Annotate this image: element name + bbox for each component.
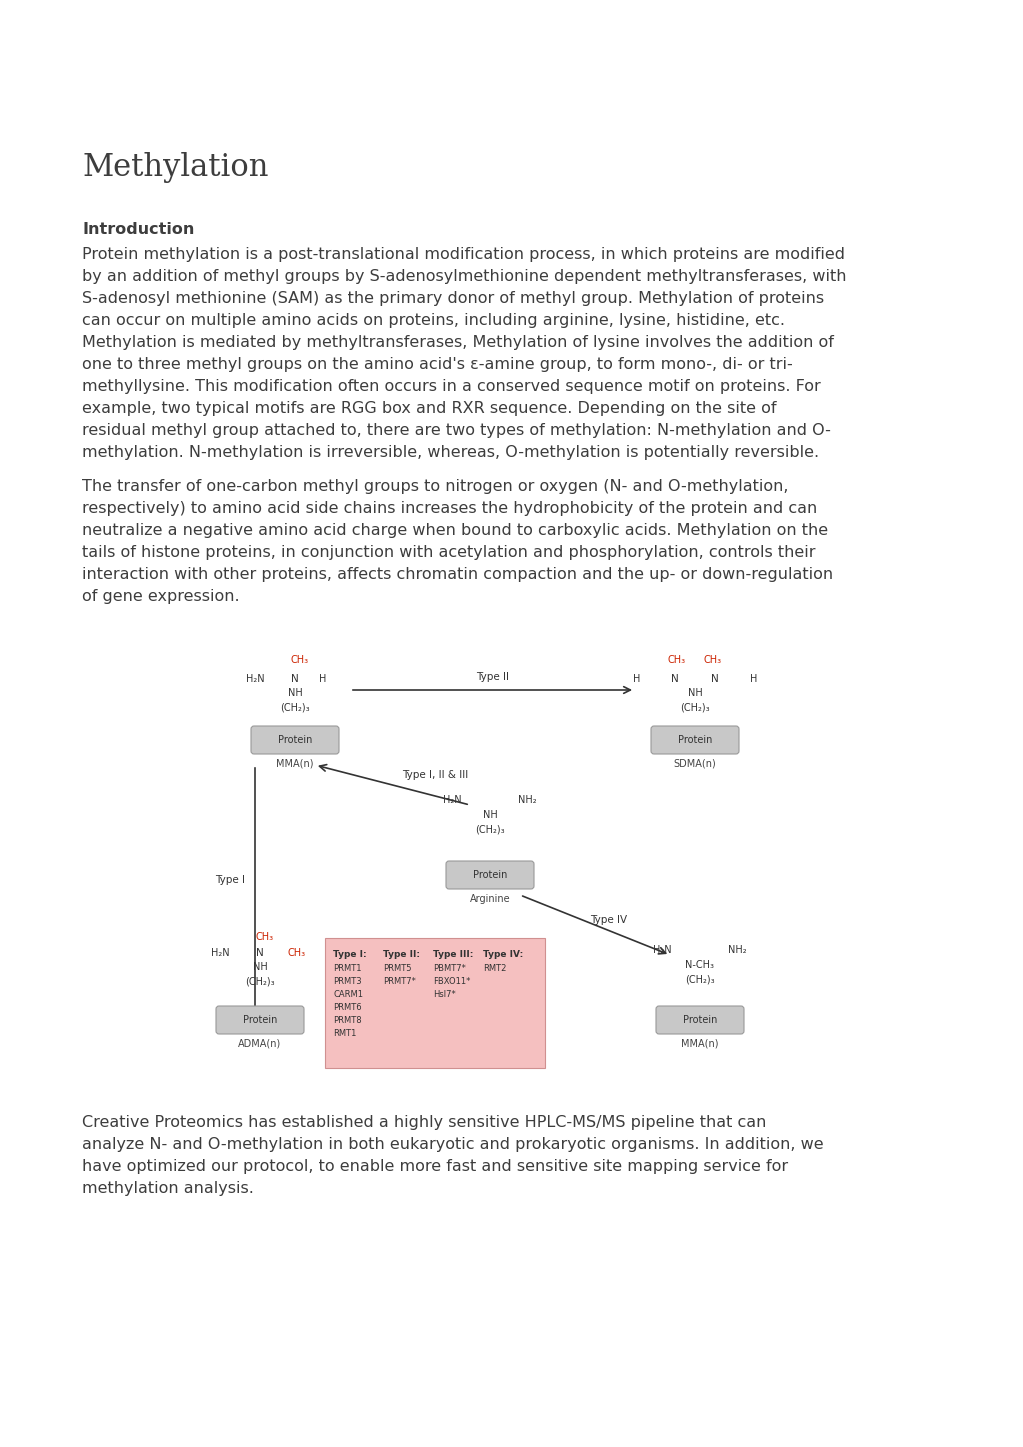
Text: Introduction: Introduction xyxy=(82,221,194,237)
Text: Methylation: Methylation xyxy=(82,152,268,182)
Text: (CH₂)₃: (CH₂)₃ xyxy=(685,975,715,985)
Text: CH₃: CH₃ xyxy=(256,932,274,942)
Text: NH: NH xyxy=(287,687,303,697)
Text: CH₃: CH₃ xyxy=(288,948,306,958)
Text: example, two typical motifs are RGG box and RXR sequence. Depending on the site : example, two typical motifs are RGG box … xyxy=(82,401,776,415)
Text: interaction with other proteins, affects chromatin compaction and the up- or dow: interaction with other proteins, affects… xyxy=(82,567,833,582)
Text: methylation. N-methylation is irreversible, whereas, O-methylation is potentiall: methylation. N-methylation is irreversib… xyxy=(82,446,819,460)
Text: Type I: Type I xyxy=(215,875,244,886)
Text: N: N xyxy=(292,674,299,684)
Text: Protein: Protein xyxy=(678,735,712,745)
Text: (CH₂)₃: (CH₂)₃ xyxy=(476,825,504,835)
Text: H₂N: H₂N xyxy=(443,794,462,805)
Text: neutralize a negative amino acid charge when bound to carboxylic acids. Methylat: neutralize a negative amino acid charge … xyxy=(82,522,829,538)
Text: MMA(n): MMA(n) xyxy=(681,1039,719,1049)
Text: H₂N: H₂N xyxy=(654,945,672,955)
Text: Creative Proteomics has established a highly sensitive HPLC-MS/MS pipeline that : Creative Proteomics has established a hi… xyxy=(82,1116,766,1130)
Text: N: N xyxy=(256,948,264,958)
Text: N: N xyxy=(671,674,679,684)
Text: CARM1: CARM1 xyxy=(333,990,363,998)
Text: tails of histone proteins, in conjunction with acetylation and phosphorylation, : tails of histone proteins, in conjunctio… xyxy=(82,546,815,560)
Text: Type II: Type II xyxy=(476,671,509,682)
Text: Methylation is mediated by methyltransferases, Methylation of lysine involves th: Methylation is mediated by methyltransfe… xyxy=(82,336,834,350)
Text: Arginine: Arginine xyxy=(470,894,510,904)
Text: H: H xyxy=(319,674,326,684)
Text: Type III:: Type III: xyxy=(433,951,474,959)
Text: H₂N: H₂N xyxy=(247,674,265,684)
Text: methylation analysis.: methylation analysis. xyxy=(82,1181,254,1197)
Text: PRMT6: PRMT6 xyxy=(333,1003,361,1011)
Text: MMA(n): MMA(n) xyxy=(276,760,314,768)
Text: PRMT8: PRMT8 xyxy=(333,1016,361,1024)
Text: Type IV: Type IV xyxy=(590,915,627,925)
Text: residual methyl group attached to, there are two types of methylation: N-methyla: residual methyl group attached to, there… xyxy=(82,423,831,438)
Text: The transfer of one-carbon methyl groups to nitrogen or oxygen (N- and O-methyla: The transfer of one-carbon methyl groups… xyxy=(82,479,789,493)
FancyBboxPatch shape xyxy=(251,726,339,754)
Text: H: H xyxy=(750,674,757,684)
Text: FBXO11*: FBXO11* xyxy=(433,977,471,985)
Text: one to three methyl groups on the amino acid's ε-amine group, to form mono-, di-: one to three methyl groups on the amino … xyxy=(82,357,793,372)
Text: methyllysine. This modification often occurs in a conserved sequence motif on pr: methyllysine. This modification often oc… xyxy=(82,379,820,394)
Text: H₂N: H₂N xyxy=(212,948,230,958)
Text: Hsl7*: Hsl7* xyxy=(433,990,456,998)
Text: (CH₂)₃: (CH₂)₃ xyxy=(280,702,310,712)
Text: CH₃: CH₃ xyxy=(704,655,722,666)
Text: RMT1: RMT1 xyxy=(333,1029,356,1037)
Text: (CH₂)₃: (CH₂)₃ xyxy=(246,975,275,985)
Text: Type I, II & III: Type I, II & III xyxy=(402,770,469,780)
Text: respectively) to amino acid side chains increases the hydrophobicity of the prot: respectively) to amino acid side chains … xyxy=(82,501,817,517)
Text: Protein: Protein xyxy=(682,1014,717,1024)
Text: NH₂: NH₂ xyxy=(518,794,537,805)
Text: can occur on multiple amino acids on proteins, including arginine, lysine, histi: can occur on multiple amino acids on pro… xyxy=(82,313,785,328)
Text: N-CH₃: N-CH₃ xyxy=(685,959,714,969)
Text: Protein: Protein xyxy=(278,735,312,745)
Text: H: H xyxy=(632,674,640,684)
Text: PRMT3: PRMT3 xyxy=(333,977,361,985)
Text: NH: NH xyxy=(483,810,497,820)
Text: S-adenosyl methionine (SAM) as the primary donor of methyl group. Methylation of: S-adenosyl methionine (SAM) as the prima… xyxy=(82,291,825,305)
Text: CH₃: CH₃ xyxy=(668,655,686,666)
Text: CH₃: CH₃ xyxy=(291,655,309,666)
Text: ADMA(n): ADMA(n) xyxy=(238,1039,281,1049)
Text: Protein: Protein xyxy=(473,870,507,880)
Text: RMT2: RMT2 xyxy=(483,964,506,972)
Text: analyze N- and O-methylation in both eukaryotic and prokaryotic organisms. In ad: analyze N- and O-methylation in both euk… xyxy=(82,1137,824,1152)
FancyBboxPatch shape xyxy=(325,938,545,1068)
Text: of gene expression.: of gene expression. xyxy=(82,589,239,603)
Text: N: N xyxy=(711,674,719,684)
Text: PBMT7*: PBMT7* xyxy=(433,964,465,972)
Text: PRMT1: PRMT1 xyxy=(333,964,361,972)
Text: NH: NH xyxy=(687,687,703,697)
Text: NH: NH xyxy=(253,962,267,972)
Text: Type II:: Type II: xyxy=(383,951,420,959)
Text: PRMT5: PRMT5 xyxy=(383,964,411,972)
Text: Type I:: Type I: xyxy=(333,951,366,959)
Text: Protein methylation is a post-translational modification process, in which prote: Protein methylation is a post-translatio… xyxy=(82,247,845,262)
Text: PRMT7*: PRMT7* xyxy=(383,977,416,985)
Text: have optimized our protocol, to enable more fast and sensitive site mapping serv: have optimized our protocol, to enable m… xyxy=(82,1159,788,1174)
FancyBboxPatch shape xyxy=(651,726,739,754)
Text: (CH₂)₃: (CH₂)₃ xyxy=(680,702,710,712)
Text: SDMA(n): SDMA(n) xyxy=(673,760,716,768)
FancyBboxPatch shape xyxy=(656,1006,744,1035)
Text: NH₂: NH₂ xyxy=(728,945,747,955)
Text: Protein: Protein xyxy=(242,1014,277,1024)
FancyBboxPatch shape xyxy=(216,1006,304,1035)
Text: by an addition of methyl groups by S-adenosylmethionine dependent methyltransfer: by an addition of methyl groups by S-ade… xyxy=(82,269,846,284)
Text: Type IV:: Type IV: xyxy=(483,951,523,959)
FancyBboxPatch shape xyxy=(446,861,534,888)
